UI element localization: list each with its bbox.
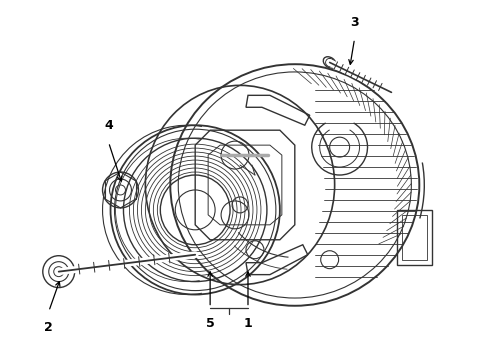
Text: 2: 2 <box>44 321 53 334</box>
Text: 5: 5 <box>205 318 214 330</box>
Text: 3: 3 <box>349 15 358 28</box>
Text: 4: 4 <box>104 119 113 132</box>
Text: 1: 1 <box>243 318 252 330</box>
